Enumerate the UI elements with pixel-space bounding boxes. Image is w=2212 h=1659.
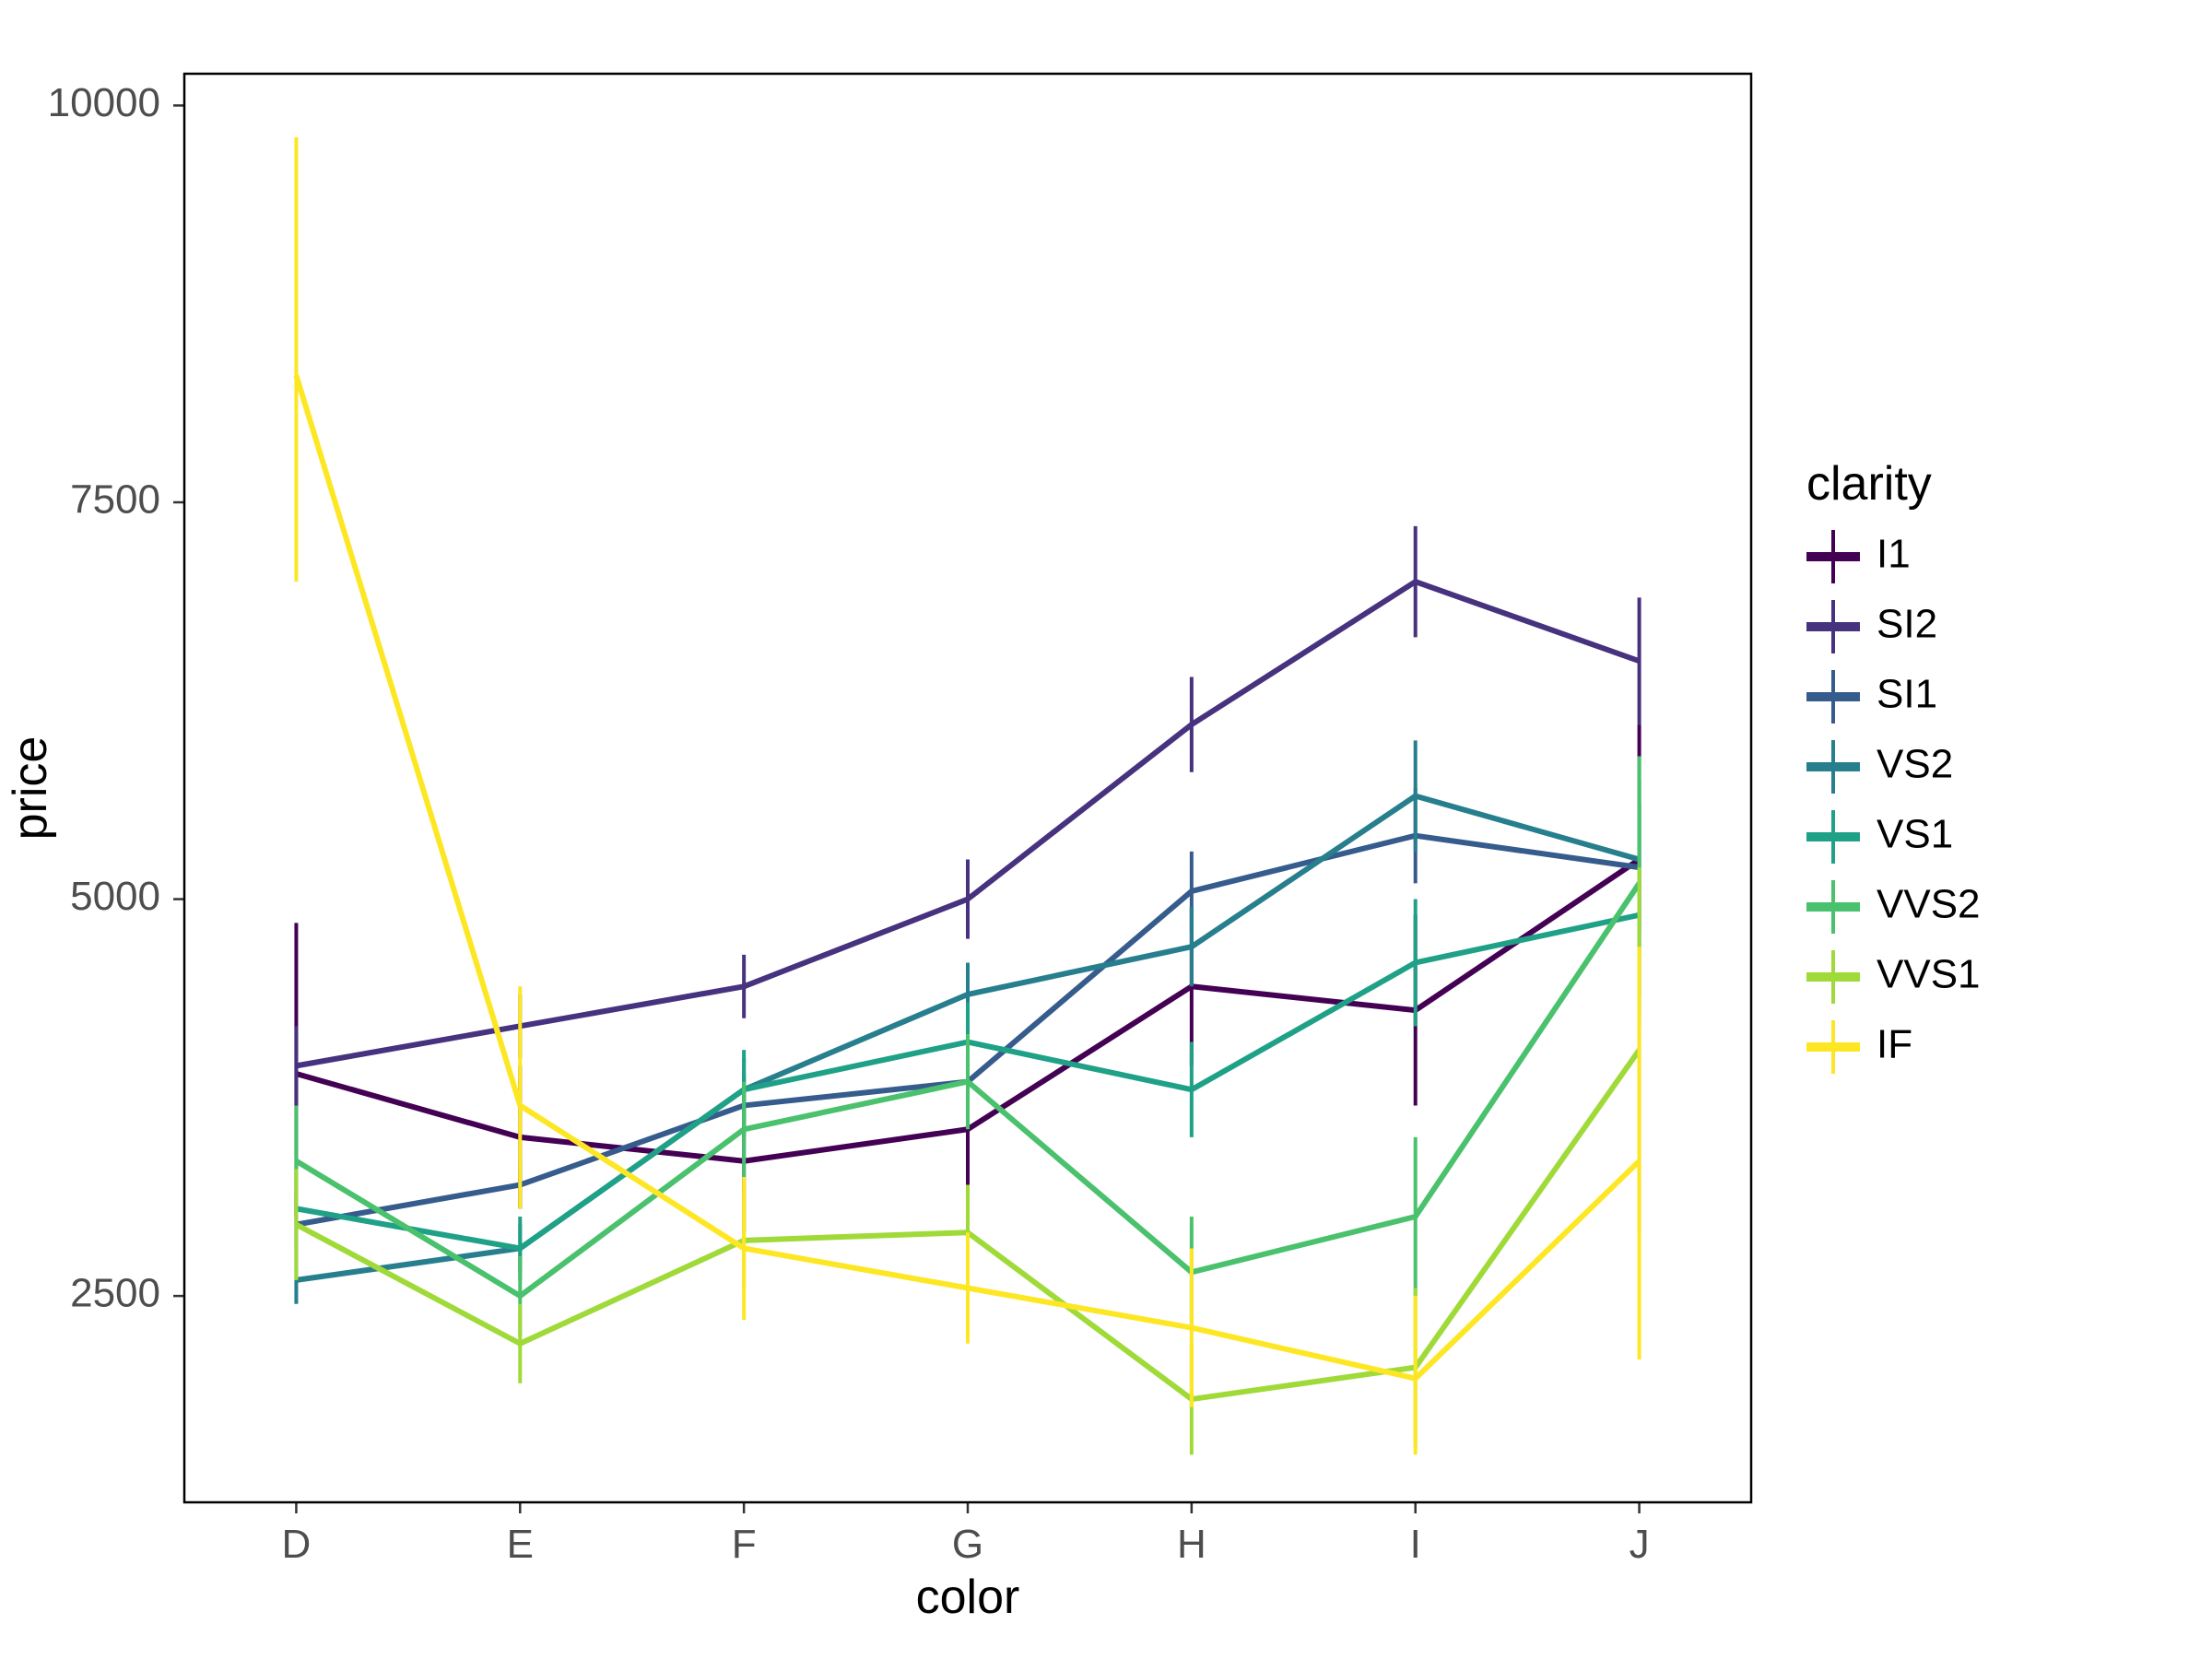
y-tick-label: 5000 — [70, 874, 160, 919]
legend-item-VS2: VS2 — [1806, 740, 1953, 794]
x-tick-label: E — [507, 1522, 534, 1567]
x-tick-label: G — [952, 1522, 983, 1567]
chart-container: 2500 5000 7500 10000 D E F G H I Jcolor price clarit… — [0, 0, 2212, 1659]
y-tick-label: 10000 — [48, 80, 160, 125]
legend-label: SI1 — [1877, 672, 1937, 717]
legend-label: SI2 — [1877, 602, 1937, 647]
x-tick-label: J — [1630, 1522, 1650, 1567]
legend-item-SI2: SI2 — [1806, 600, 1937, 653]
legend-item-VVS2: VVS2 — [1806, 880, 1981, 934]
legend-label: VS2 — [1877, 742, 1953, 787]
legend-item-VVS1: VVS1 — [1806, 950, 1981, 1004]
y-axis-title: price — [4, 736, 57, 841]
legend-item-IF: IF — [1806, 1020, 1912, 1074]
x-tick-label: I — [1410, 1522, 1421, 1567]
legend: clarity I1 SI2 SI1 VS2 VS1 VVS2 VVS1 IF — [1806, 457, 1981, 1074]
legend-label: VS1 — [1877, 812, 1953, 857]
line-chart: 2500 5000 7500 10000 D E F G H I Jcolor price clarit… — [0, 0, 2212, 1659]
legend-item-VS1: VS1 — [1806, 810, 1953, 864]
x-axis-title: color — [916, 1571, 1020, 1624]
legend-item-I1: I1 — [1806, 530, 1911, 583]
legend-label: VVS2 — [1877, 882, 1981, 927]
legend-label: IF — [1877, 1022, 1912, 1067]
legend-item-SI1: SI1 — [1806, 670, 1937, 724]
legend-label: I1 — [1877, 532, 1911, 577]
x-tick-label: D — [282, 1522, 312, 1567]
legend-label: VVS1 — [1877, 952, 1981, 997]
y-tick-label: 2500 — [70, 1271, 160, 1316]
x-tick-label: F — [732, 1522, 757, 1567]
y-tick-label: 7500 — [70, 477, 160, 523]
x-tick-label: H — [1177, 1522, 1206, 1567]
legend-title: clarity — [1806, 457, 1932, 511]
